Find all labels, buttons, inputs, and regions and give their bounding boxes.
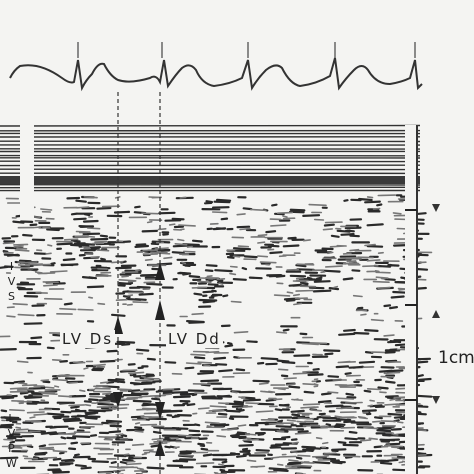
- scale-ticks: [405, 209, 417, 401]
- lvpw-label: LVPW: [5, 412, 18, 472]
- marker: [432, 204, 440, 212]
- ivs-label: IVS: [5, 260, 18, 305]
- speckle: [0, 194, 433, 474]
- time-markers: [77, 42, 416, 58]
- arrow: [113, 392, 123, 408]
- lv-dd-label: LV Dd: [166, 330, 223, 348]
- marker: [432, 310, 440, 318]
- band-dark: [0, 176, 420, 184]
- arrow: [155, 402, 165, 420]
- right-strip: [405, 125, 417, 474]
- arrow: [155, 440, 165, 456]
- scale-label: 1cm: [436, 348, 474, 368]
- arrow: [155, 262, 165, 280]
- arrows: [113, 262, 165, 456]
- ecg-trace: [9, 57, 423, 92]
- lv-ds-label: LV Ds: [60, 330, 116, 348]
- marker: [432, 396, 440, 404]
- near-field-bands: [0, 124, 421, 192]
- left-strip: [20, 125, 34, 220]
- arrow: [113, 316, 123, 334]
- speckle-dark: [0, 194, 433, 474]
- right-markers: [432, 204, 440, 404]
- arrow: [155, 300, 165, 320]
